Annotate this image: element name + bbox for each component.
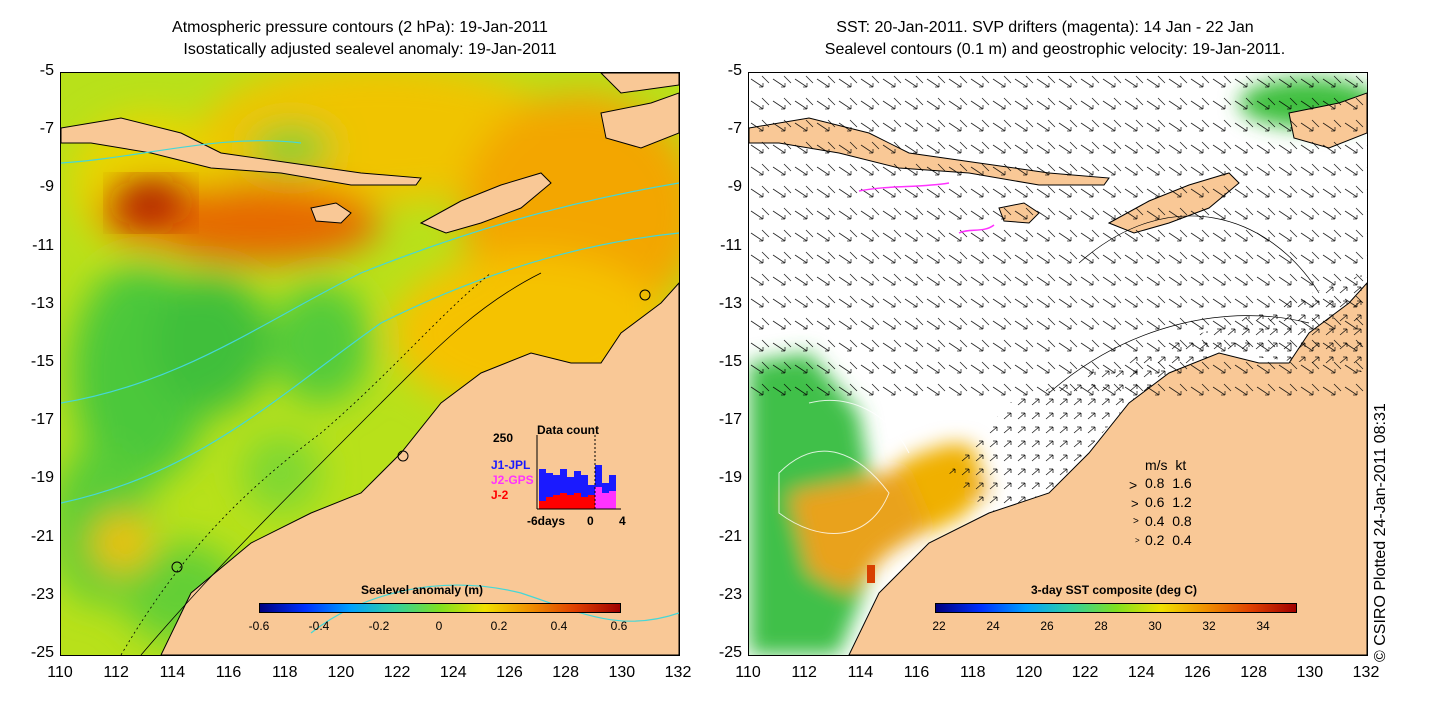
y-tick-label: -25	[30, 644, 54, 661]
y-tick-label: -25	[718, 644, 742, 661]
x-tick-label: 110	[735, 664, 761, 681]
velocity-legend-header: m/s kt	[1145, 457, 1187, 473]
data-count-series-j2b: J-2	[491, 488, 509, 502]
x-tick-label: 130	[1296, 664, 1324, 681]
island-north	[600, 92, 679, 149]
y-tick-label: -5	[39, 62, 54, 79]
sst-colorbar-tick: 30	[1148, 619, 1162, 633]
sst-colorbar-tick: 28	[1094, 619, 1108, 633]
x-tick-label: 112	[791, 664, 817, 681]
y-tick-label: -23	[718, 585, 742, 603]
island-timor	[419, 172, 552, 234]
y-tick-label: -21	[718, 527, 742, 545]
x-tick-label: 124	[1127, 664, 1155, 681]
y-tick-label: -5	[727, 62, 742, 79]
x-tick-label: 112	[103, 664, 129, 681]
y-tick-label: -13	[718, 294, 742, 312]
x-tick-label: 122	[383, 664, 411, 681]
right-title-line2: Sealevel contours (0.1 m) and geostrophi…	[824, 41, 1286, 58]
credit-text: © CSIRO Plotted 24-Jan-2011 08:31	[1372, 403, 1389, 662]
x-tick-label: 110	[47, 664, 73, 681]
sla-colorbar-tick: 0	[435, 619, 443, 633]
left-title-line1: Atmospheric pressure contours (2 hPa): 1…	[172, 19, 548, 36]
drifter-track	[858, 182, 950, 192]
data-count-series-j2: J2-GPS	[491, 473, 534, 487]
y-tick-label: -19	[718, 469, 742, 487]
x-tick-label: 116	[903, 664, 930, 681]
y-tick-label: -19	[30, 469, 54, 487]
data-count-x-zero: 0	[587, 514, 594, 528]
drifter-track	[958, 224, 995, 234]
y-tick-label: -9	[39, 178, 54, 196]
sla-colorbar-tick: 0.4	[550, 619, 568, 633]
island-sumba	[310, 202, 352, 224]
x-tick-label: 118	[959, 664, 986, 681]
right-title-line1: SST: 20-Jan-2011. SVP drifters (magenta)…	[836, 19, 1254, 36]
data-count-x-end: 4	[619, 514, 626, 528]
x-tick-label: 130	[608, 664, 636, 681]
sst-colorbar	[935, 603, 1297, 613]
y-tick-label: -13	[30, 294, 54, 312]
sst-field	[749, 73, 1367, 655]
sst-colorbar-tick: 22	[932, 619, 946, 633]
y-tick-label: -7	[727, 120, 742, 138]
y-tick-label: -17	[718, 411, 742, 429]
y-tick-label: -15	[30, 353, 54, 370]
x-tick-label: 132	[1352, 664, 1380, 681]
sst-velocity-map[interactable]: m/s kt > 0.8 1.6 > 0.6 1.2 > 0.4 0.8 > 0…	[748, 72, 1368, 656]
y-tick-label: -15	[718, 353, 742, 370]
sst-colorbar-tick: 24	[986, 619, 1000, 633]
y-tick-label: -11	[720, 236, 742, 254]
y-tick-label: -7	[39, 120, 54, 138]
x-tick-label: 126	[1184, 664, 1211, 681]
x-tick-label: 128	[1240, 664, 1267, 681]
x-tick-label: 120	[1015, 664, 1043, 681]
x-tick-label: 120	[327, 664, 355, 681]
sla-colorbar-tick: -0.6	[248, 619, 270, 633]
contour-line	[61, 232, 679, 504]
x-tick-label: 122	[1071, 664, 1099, 681]
sst-colorbar-label: 3-day SST composite (deg C)	[1031, 583, 1198, 597]
x-tick-label: 132	[664, 664, 692, 681]
contour-line	[61, 140, 302, 164]
sst-colorbar-tick: 32	[1202, 619, 1216, 633]
contour-line	[140, 272, 542, 655]
island-chain	[61, 117, 422, 186]
australia-land	[160, 282, 679, 655]
x-tick-label: 124	[439, 664, 467, 681]
sla-colorbar	[259, 603, 621, 613]
data-count-ymax: 250	[493, 431, 514, 445]
y-tick-label: -11	[32, 236, 54, 254]
sealevel-anomaly-map[interactable]: Data count 250 J1-JPL J2-GPS J-2 -6days …	[60, 72, 680, 656]
sla-colorbar-tick: 0.6	[610, 619, 628, 633]
x-tick-label: 128	[552, 664, 579, 681]
data-count-title: Data count	[537, 423, 600, 437]
x-tick-label: 114	[159, 664, 186, 681]
contour-line	[61, 182, 679, 404]
sla-colorbar-label: Sealevel anomaly (m)	[361, 583, 484, 597]
data-count-series-j1: J1-JPL	[491, 458, 531, 472]
left-title-line2: Isostatically adjusted sealevel anomaly:…	[183, 41, 557, 58]
contour-line	[120, 272, 492, 655]
y-tick-label: -23	[30, 585, 54, 603]
y-tick-label: -21	[30, 527, 54, 545]
sst-colorbar-tick: 34	[1256, 619, 1270, 633]
data-count-x-start: -6days	[527, 514, 566, 528]
y-tick-label: -17	[30, 411, 54, 429]
x-tick-label: 118	[271, 664, 298, 681]
x-tick-label: 114	[847, 664, 874, 681]
y-tick-label: -9	[727, 178, 742, 196]
sla-colorbar-tick: -0.4	[308, 619, 330, 633]
sst-colorbar-tick: 26	[1040, 619, 1054, 633]
sealevel-anomaly-field	[61, 73, 679, 655]
sla-colorbar-tick: 0.2	[490, 619, 508, 633]
data-count-chart	[536, 435, 621, 510]
sla-colorbar-tick: -0.2	[368, 619, 390, 633]
x-tick-label: 126	[496, 664, 523, 681]
x-tick-label: 116	[215, 664, 242, 681]
